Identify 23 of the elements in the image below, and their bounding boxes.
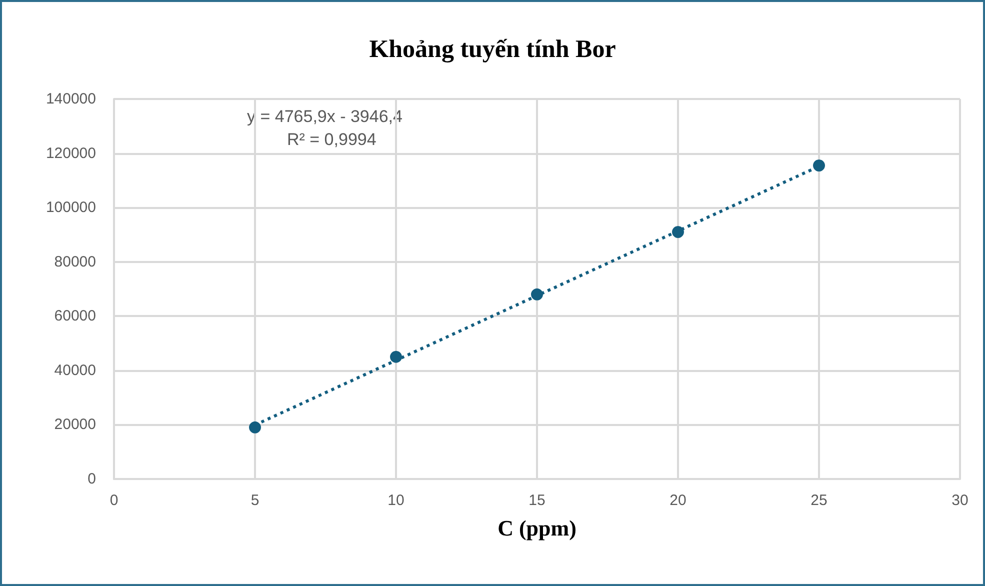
x-tick-label: 0: [110, 492, 118, 509]
point: [390, 350, 402, 363]
y-tick-label: 80000: [54, 253, 96, 270]
x-axis-title: C (ppm): [498, 516, 576, 540]
x-tick-label: 25: [810, 492, 828, 509]
y-tick-label: 20000: [54, 416, 96, 434]
point: [672, 226, 684, 238]
y-tick-label: 60000: [54, 308, 96, 325]
x-tick-label: 30: [952, 492, 968, 509]
y-tick-label: 120000: [46, 144, 96, 162]
x-tick-label: 5: [250, 492, 260, 509]
x-tick-label: 15: [528, 492, 546, 509]
y-tick-label: 100000: [46, 199, 96, 216]
point: [813, 160, 825, 172]
x-tick-label: 20: [670, 492, 686, 509]
chart-title: Khoảng tuyến tính Bor: [369, 36, 616, 63]
point: [531, 288, 543, 300]
y-tick-label: 40000: [54, 362, 96, 379]
y-tick-label: 0: [88, 470, 96, 488]
annotation: R² = 0,9994: [287, 130, 376, 149]
y-tick-label: 140000: [46, 90, 96, 108]
point: [249, 421, 261, 434]
x-tick-label: 10: [388, 492, 404, 509]
